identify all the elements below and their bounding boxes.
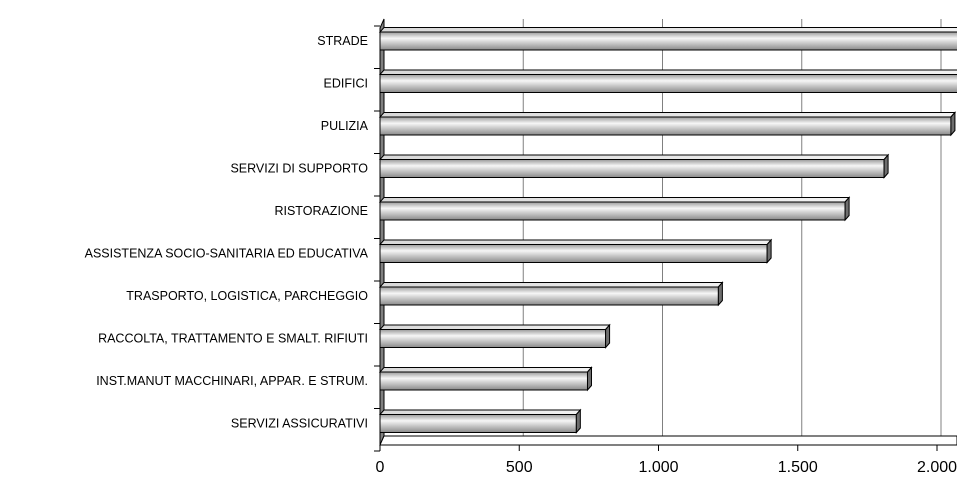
plot-area: STRADE EDIFICI PULIZIA SERVIZI DI SUPPORTO R… bbox=[85, 18, 957, 476]
bar-4 bbox=[378, 196, 851, 222]
x-tick-label-1500: 1.500 bbox=[778, 459, 818, 476]
bar-top-face bbox=[378, 282, 724, 288]
bar-end-face bbox=[586, 366, 592, 392]
bar-front-face bbox=[379, 244, 768, 263]
bar-7 bbox=[378, 323, 611, 349]
x-tick-label-500: 500 bbox=[506, 459, 533, 476]
bar-3 bbox=[378, 153, 890, 179]
bar-front-face bbox=[379, 286, 719, 306]
bar-9 bbox=[378, 408, 582, 434]
bar-top-face bbox=[378, 239, 773, 245]
bar-front-face bbox=[379, 159, 885, 178]
category-label-6: TRASPORTO, LOGISTICA, PARCHEGGIO bbox=[126, 289, 368, 303]
category-label-1: EDIFICI bbox=[324, 77, 368, 91]
bar-top-face bbox=[378, 409, 582, 415]
bar-front-face bbox=[379, 201, 846, 221]
category-label-0: STRADE bbox=[317, 34, 368, 48]
bar-top-face bbox=[378, 27, 957, 33]
bar-front-face bbox=[379, 414, 577, 433]
category-label-2: PULIZIA bbox=[321, 119, 369, 133]
bar-top-face bbox=[378, 197, 851, 203]
bar-end-face bbox=[766, 238, 772, 264]
bar-top-face bbox=[378, 112, 957, 118]
bar-top-face bbox=[378, 69, 957, 75]
category-label-8: INST.MANUT MACCHINARI, APPAR. E STRUM. bbox=[96, 374, 368, 388]
category-label-4: RISTORAZIONE bbox=[274, 204, 368, 218]
bar-0 bbox=[378, 27, 957, 51]
bar-end-face bbox=[575, 408, 581, 434]
bar-end-face bbox=[717, 281, 723, 307]
bar-front-face bbox=[379, 31, 957, 51]
bar-2 bbox=[378, 111, 957, 137]
bar-front-face bbox=[379, 74, 957, 93]
x-tick-label-0: 0 bbox=[376, 459, 385, 476]
bar-end-face bbox=[950, 111, 956, 137]
category-label-9: SERVIZI ASSICURATIVI bbox=[231, 417, 368, 431]
x-tick-label-1000: 1.000 bbox=[638, 459, 678, 476]
bar-top-face bbox=[378, 154, 890, 160]
bar-end-face bbox=[605, 323, 611, 349]
category-label-3: SERVIZI DI SUPPORTO bbox=[230, 162, 368, 176]
x-tick-label-2000: 2.000 bbox=[917, 459, 957, 476]
floor bbox=[379, 435, 957, 446]
category-label-5: ASSISTENZA SOCIO-SANITARIA ED EDUCATIVA bbox=[85, 247, 369, 261]
bar-front-face bbox=[379, 371, 588, 391]
bar-5 bbox=[378, 238, 773, 264]
bar-6 bbox=[378, 281, 724, 307]
bar-8 bbox=[378, 366, 593, 392]
bar-top-face bbox=[378, 324, 611, 330]
bar-top-face bbox=[378, 367, 593, 373]
bar-front-face bbox=[379, 116, 952, 136]
bar-front-face bbox=[379, 329, 607, 348]
category-label-7: RACCOLTA, TRATTAMENTO E SMALT. RIFIUTI bbox=[98, 332, 368, 346]
bar-end-face bbox=[844, 196, 850, 222]
bar-end-face bbox=[883, 153, 889, 179]
bar-1 bbox=[378, 69, 957, 93]
